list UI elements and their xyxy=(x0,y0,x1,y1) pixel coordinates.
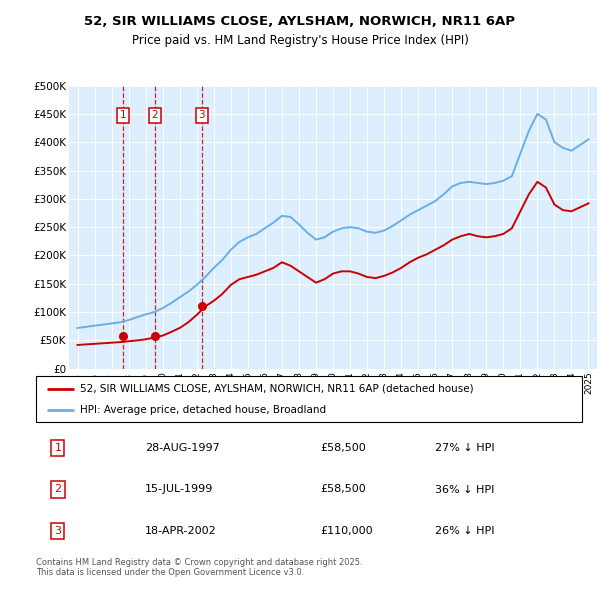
Text: £58,500: £58,500 xyxy=(320,484,365,494)
Text: 1: 1 xyxy=(119,110,126,120)
Text: Contains HM Land Registry data © Crown copyright and database right 2025.
This d: Contains HM Land Registry data © Crown c… xyxy=(36,558,362,577)
Text: 2: 2 xyxy=(54,484,61,494)
Text: 15-JUL-1999: 15-JUL-1999 xyxy=(145,484,214,494)
Text: 26% ↓ HPI: 26% ↓ HPI xyxy=(434,526,494,536)
Text: £110,000: £110,000 xyxy=(320,526,373,536)
Text: 36% ↓ HPI: 36% ↓ HPI xyxy=(434,484,494,494)
Text: 52, SIR WILLIAMS CLOSE, AYLSHAM, NORWICH, NR11 6AP (detached house): 52, SIR WILLIAMS CLOSE, AYLSHAM, NORWICH… xyxy=(80,384,473,394)
Text: 3: 3 xyxy=(55,526,61,536)
Text: 52, SIR WILLIAMS CLOSE, AYLSHAM, NORWICH, NR11 6AP: 52, SIR WILLIAMS CLOSE, AYLSHAM, NORWICH… xyxy=(85,15,515,28)
Text: HPI: Average price, detached house, Broadland: HPI: Average price, detached house, Broa… xyxy=(80,405,326,415)
Text: 1: 1 xyxy=(55,442,61,453)
FancyBboxPatch shape xyxy=(36,376,582,422)
Text: 28-AUG-1997: 28-AUG-1997 xyxy=(145,442,220,453)
Text: 3: 3 xyxy=(199,110,205,120)
Text: 18-APR-2002: 18-APR-2002 xyxy=(145,526,217,536)
Text: 2: 2 xyxy=(152,110,158,120)
Text: £58,500: £58,500 xyxy=(320,442,365,453)
Text: Price paid vs. HM Land Registry's House Price Index (HPI): Price paid vs. HM Land Registry's House … xyxy=(131,34,469,47)
Text: 27% ↓ HPI: 27% ↓ HPI xyxy=(434,442,494,453)
